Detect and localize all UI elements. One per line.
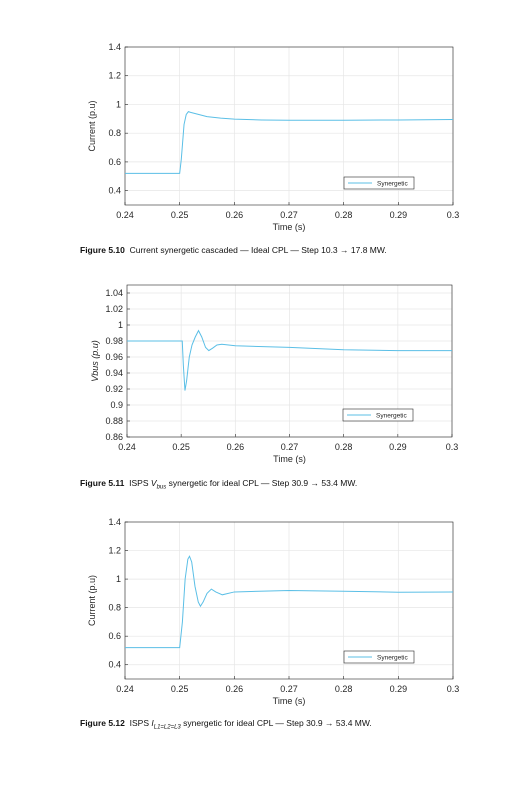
caption-part: Figure 5.10 [80,245,125,255]
x-tick-label: 0.24 [116,684,134,694]
caption-part: synergetic for ideal CPL — Step 30.9 → 5… [166,478,357,488]
x-tick-label: 0.27 [281,442,299,452]
x-tick-label: 0.26 [227,442,245,452]
caption-part: Figure 5.12 [80,718,125,728]
y-tick-label: 0.4 [108,660,121,670]
x-tick-label: 0.27 [280,684,298,694]
legend-box [343,176,415,190]
y-tick-label: 1.02 [105,304,123,314]
x-tick-label: 0.29 [390,684,408,694]
figure-caption: Figure 5.12 ISPS IL1=L2=L3 synergetic fo… [80,718,372,731]
data-line [125,111,454,174]
y-tick-label: 1.2 [108,546,121,556]
caption-part: synergetic for ideal CPL — Step 30.9 → 5… [181,718,372,728]
axes-box [124,46,454,206]
y-tick-label: 1.4 [108,517,121,527]
legend-label: Synergetic [377,655,408,662]
caption-part: L1=L2=L3 [154,725,182,731]
caption-part: Figure 5.11 [80,478,125,488]
y-tick-label: 0.88 [105,416,123,426]
y-tick-label: 0.8 [108,603,121,613]
data-line [127,329,452,391]
y-axis-label: Vbus (p.u) [90,340,100,382]
legend-label: Synergetic [377,181,408,188]
x-tick-label: 0.26 [226,684,244,694]
caption-part: I [151,718,154,728]
axes-box [126,284,453,438]
y-tick-label: 0.6 [108,631,121,641]
y-axis-label: Current (p.u) [87,100,97,151]
legend-box [342,408,414,422]
y-tick-label: 1.04 [105,288,123,298]
x-tick-label: 0.29 [390,210,408,220]
y-tick-label: 0.92 [105,384,123,394]
x-tick-label: 0.25 [171,684,189,694]
x-tick-label: 0.24 [116,210,134,220]
y-tick-label: 1 [118,320,123,330]
x-axis-label: Time (s) [273,696,306,706]
caption-part: V [151,478,158,488]
x-tick-label: 0.28 [335,684,353,694]
y-tick-label: 0.8 [108,128,121,138]
y-tick-label: 0.96 [105,352,123,362]
x-tick-label: 0.27 [280,210,298,220]
y-tick-label: 0.94 [105,368,123,378]
x-tick-label: 0.29 [389,442,407,452]
x-tick-label: 0.3 [446,442,459,452]
legend-box [343,650,415,664]
axes-box [124,521,454,680]
legend-label: Synergetic [376,413,407,420]
x-tick-label: 0.25 [171,210,189,220]
y-tick-label: 0.4 [108,186,121,196]
x-tick-label: 0.26 [226,210,244,220]
y-tick-label: 0.6 [108,157,121,167]
caption-part: ISPS [124,478,150,488]
x-axis-label: Time (s) [273,454,306,464]
caption-part: bus [157,485,167,491]
y-axis-label: Current (p.u) [87,575,97,626]
y-tick-label: 1.2 [108,71,121,81]
y-tick-label: 0.9 [110,400,123,410]
x-tick-label: 0.3 [447,684,460,694]
y-tick-label: 1.4 [108,42,121,52]
y-tick-label: 0.98 [105,336,123,346]
caption-part: ISPS [125,718,151,728]
x-tick-label: 0.3 [447,210,460,220]
caption-part: Current synergetic cascaded — Ideal CPL … [125,245,387,255]
x-axis-label: Time (s) [273,222,306,232]
figure-caption: Figure 5.10 Current synergetic cascaded … [80,245,387,255]
data-line [125,555,454,649]
y-tick-label: 0.86 [105,432,123,442]
y-tick-label: 1 [116,99,121,109]
y-tick-label: 1 [116,574,121,584]
x-tick-label: 0.28 [335,210,353,220]
figure-caption: Figure 5.11 ISPS Vbus synergetic for ide… [80,478,357,491]
x-tick-label: 0.24 [118,442,136,452]
x-tick-label: 0.28 [335,442,353,452]
x-tick-label: 0.25 [172,442,190,452]
